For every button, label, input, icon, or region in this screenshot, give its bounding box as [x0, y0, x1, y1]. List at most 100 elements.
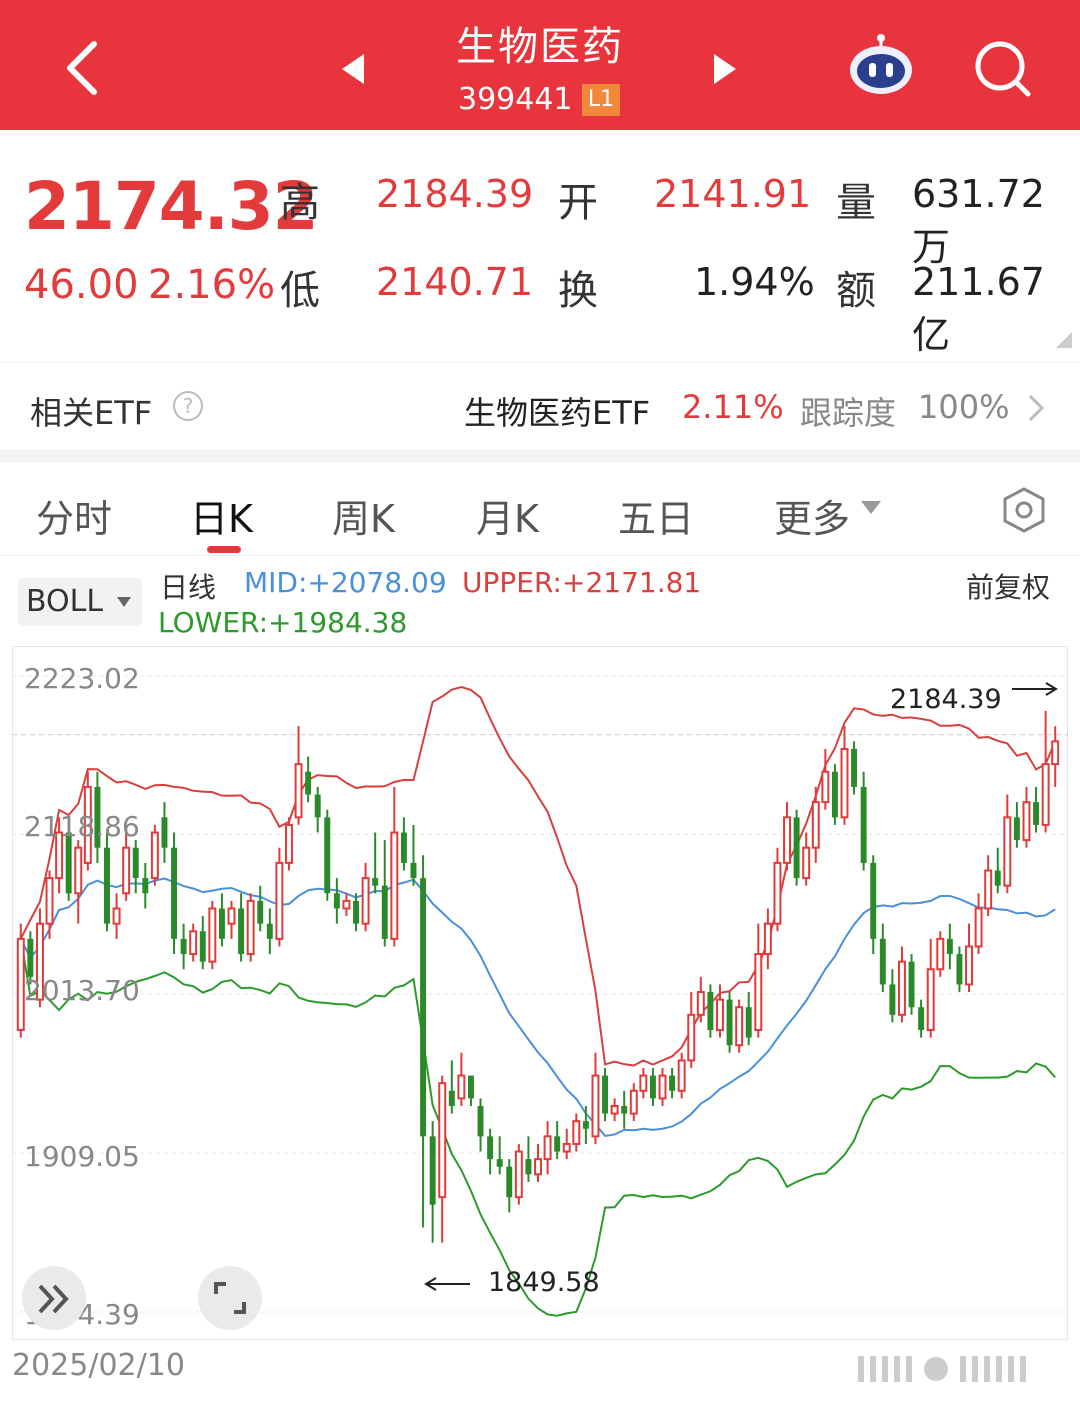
- expand-corner-icon[interactable]: [1054, 330, 1074, 350]
- candle: [534, 1143, 542, 1182]
- candle: [783, 802, 791, 871]
- candle-body: [294, 763, 303, 819]
- candle-body: [238, 908, 245, 955]
- candle: [572, 1113, 581, 1152]
- candle-body: [83, 785, 92, 864]
- y-tick-label: 2013.70: [24, 974, 140, 1007]
- candle: [582, 1105, 589, 1144]
- tab-intraday[interactable]: 分时: [36, 497, 113, 541]
- candle: [448, 1060, 455, 1114]
- candle-body: [793, 817, 800, 879]
- stock-name: 生物医药: [456, 24, 624, 70]
- next-triangle-icon[interactable]: [712, 52, 738, 86]
- candle-body: [610, 1104, 619, 1115]
- candle: [74, 840, 83, 924]
- candle-body: [199, 931, 206, 962]
- tab-more[interactable]: 更多: [774, 497, 851, 541]
- candle-body: [965, 945, 973, 986]
- candle: [956, 946, 963, 993]
- candle-body: [543, 1135, 552, 1161]
- tab-weekly-k[interactable]: 周K: [332, 497, 395, 541]
- grid: [12, 675, 1068, 1313]
- candle-body: [602, 1075, 609, 1114]
- candle-body: [150, 831, 159, 880]
- prev-triangle-icon[interactable]: [340, 52, 366, 86]
- candle-body: [132, 847, 139, 879]
- candle: [467, 1075, 474, 1106]
- kline-chart[interactable]: 2223.02 2118.86 2013.70 1909.05 1804.39 …: [12, 646, 1068, 1340]
- tab-five-day[interactable]: 五日: [618, 497, 695, 541]
- candle: [438, 1075, 447, 1243]
- candle-body: [381, 885, 388, 939]
- candle: [132, 840, 139, 894]
- back-chevron-icon[interactable]: [62, 40, 102, 96]
- candle-body: [55, 831, 64, 880]
- chevron-right-icon[interactable]: [1026, 392, 1046, 424]
- candle-body: [821, 770, 830, 804]
- candle-body: [27, 938, 34, 977]
- candle: [802, 832, 811, 886]
- help-icon[interactable]: ?: [172, 390, 204, 422]
- dropdown-triangle-icon[interactable]: [860, 500, 882, 516]
- candle-body: [353, 900, 359, 924]
- fullscreen-button[interactable]: [198, 1266, 262, 1330]
- divider: [0, 555, 1080, 556]
- candle: [1003, 794, 1012, 894]
- search-icon[interactable]: [972, 38, 1032, 98]
- candle-body: [410, 862, 417, 879]
- candle: [275, 847, 284, 947]
- candle-body: [763, 922, 772, 956]
- candle-body: [974, 907, 983, 948]
- candle-body: [582, 1121, 589, 1129]
- tab-monthly-k[interactable]: 月K: [476, 497, 539, 541]
- tab-daily-k[interactable]: 日K: [190, 497, 253, 541]
- candle-body: [227, 907, 236, 925]
- candle-body: [342, 899, 351, 910]
- y-tick-label: 1909.05: [24, 1140, 140, 1173]
- indicator-selector[interactable]: BOLL: [18, 578, 142, 626]
- boll-mid-line: [19, 877, 1056, 1138]
- svg-text:?: ?: [183, 394, 194, 418]
- candle-body: [514, 1150, 523, 1199]
- candle: [984, 855, 993, 917]
- candle-body: [246, 899, 255, 956]
- candle-body: [696, 991, 705, 1016]
- candle: [83, 771, 92, 871]
- candle: [840, 726, 849, 825]
- candle-body: [361, 877, 370, 925]
- candle-body: [735, 1006, 744, 1047]
- robot-assistant-icon[interactable]: [846, 32, 916, 98]
- scroll-forward-button[interactable]: [22, 1266, 86, 1330]
- candle-body: [687, 1013, 696, 1062]
- zoom-slider-icon[interactable]: [858, 1352, 1064, 1386]
- candle: [543, 1121, 552, 1175]
- low-annotation: 1849.58: [488, 1267, 600, 1298]
- candle-body: [870, 862, 877, 939]
- candle: [658, 1067, 667, 1106]
- candle-body: [467, 1075, 474, 1099]
- last-price: 2174.32: [24, 168, 319, 245]
- adjust-mode[interactable]: 前复权: [966, 571, 1051, 604]
- candle-body: [562, 1142, 571, 1153]
- candle: [735, 999, 744, 1053]
- candle-body: [831, 771, 838, 818]
- candle: [591, 1052, 600, 1144]
- candle: [208, 900, 217, 970]
- candle: [381, 840, 388, 947]
- level-badge: L1: [582, 84, 620, 116]
- candle: [305, 756, 312, 803]
- candle-body: [285, 823, 293, 864]
- settings-hexagon-icon[interactable]: [1000, 486, 1048, 534]
- candle-body: [324, 817, 331, 894]
- candle: [926, 938, 935, 1038]
- candle: [189, 923, 198, 962]
- candle: [122, 832, 131, 901]
- candle: [610, 1098, 619, 1122]
- candle: [410, 824, 417, 886]
- candle: [831, 764, 838, 825]
- candle-body: [726, 999, 733, 1046]
- candle-body: [1013, 817, 1020, 841]
- candle: [218, 893, 225, 947]
- candle-body: [266, 923, 273, 939]
- candle-body: [448, 1090, 455, 1106]
